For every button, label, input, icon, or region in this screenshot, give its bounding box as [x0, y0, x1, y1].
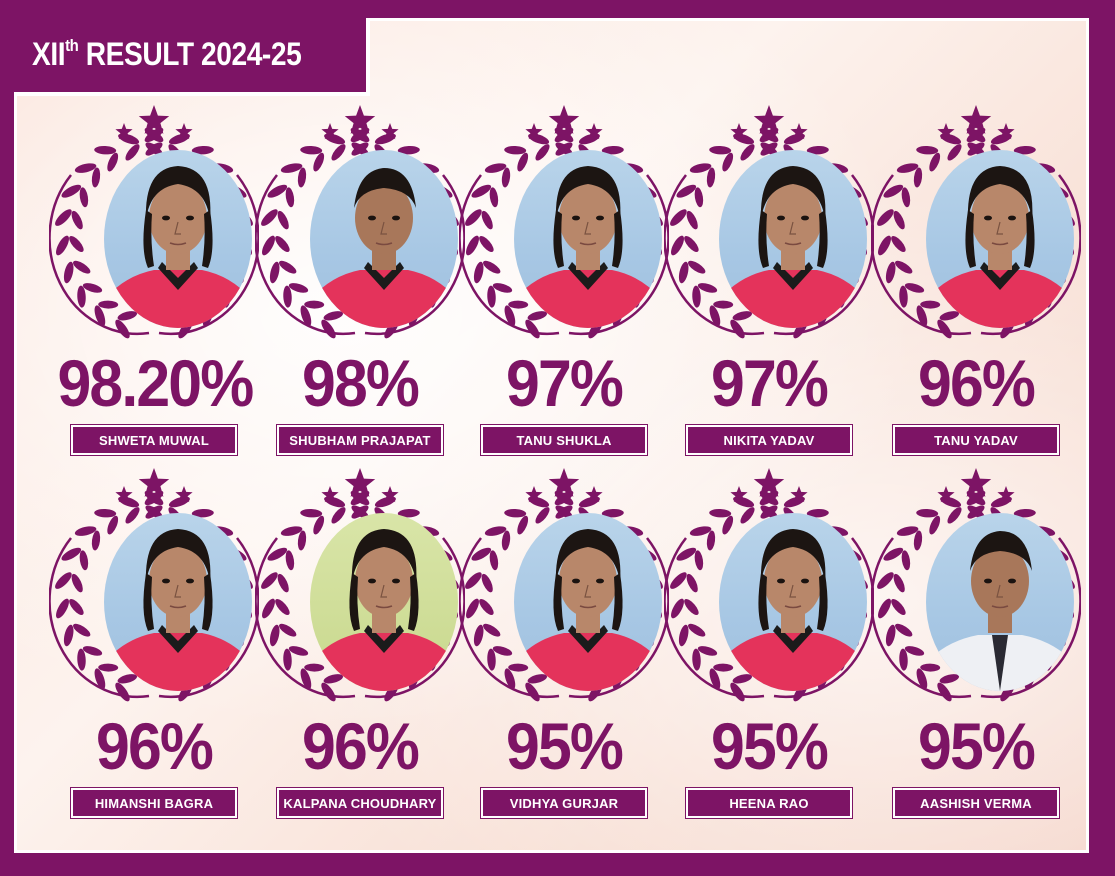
- percentage-value: 97%: [710, 346, 829, 420]
- student-name: HIMANSHI BAGRA: [94, 795, 214, 811]
- page-title: XIIth RESULT 2024-25: [32, 36, 302, 72]
- student-name-bar: VIDHYA GURJAR: [480, 787, 648, 819]
- student-name-bar: TANU SHUKLA: [480, 424, 648, 456]
- student-percentage: 95%: [459, 713, 669, 779]
- student-percentage: 96%: [255, 713, 465, 779]
- percentage-value: 97%: [505, 346, 624, 420]
- student-percentage: 98.20%: [49, 350, 259, 416]
- student-percentage: 96%: [49, 713, 259, 779]
- student-percentage: 97%: [664, 350, 874, 416]
- student-card: 97% TANU SHUKLA: [458, 105, 670, 456]
- student-name-bar: SHWETA MUWAL: [70, 424, 238, 456]
- student-percentage: 96%: [871, 350, 1081, 416]
- student-name-bar: TANU YADAV: [892, 424, 1060, 456]
- student-name: SHUBHAM PRAJAPAT: [289, 432, 431, 448]
- student-card: 97% NIKITA YADAV: [663, 105, 875, 456]
- student-percentage: 98%: [255, 350, 465, 416]
- student-name-bar: KALPANA CHOUDHARY: [276, 787, 444, 819]
- student-name-bar: HEENA RAO: [685, 787, 853, 819]
- student-name: TANU YADAV: [934, 432, 1018, 448]
- student-photo: [719, 150, 867, 328]
- student-photo: [719, 513, 867, 691]
- student-card: 95% VIDHYA GURJAR: [458, 468, 670, 819]
- student-name-bar: AASHISH VERMA: [892, 787, 1060, 819]
- student-name: KALPANA CHOUDHARY: [283, 795, 437, 811]
- student-name: HEENA RAO: [729, 795, 809, 811]
- student-card: 96% KALPANA CHOUDHARY: [254, 468, 466, 819]
- student-card: 98.20% SHWETA MUWAL: [48, 105, 260, 456]
- title-banner: XIIth RESULT 2024-25: [14, 18, 370, 96]
- student-name-bar: HIMANSHI BAGRA: [70, 787, 238, 819]
- student-card: 95% HEENA RAO: [663, 468, 875, 819]
- percentage-value: 96%: [917, 346, 1036, 420]
- student-card: 95% AASHISH VERMA: [870, 468, 1082, 819]
- student-photo: [926, 513, 1074, 691]
- student-card: 98% SHUBHAM PRAJAPAT: [254, 105, 466, 456]
- percentage-value: 95%: [505, 709, 624, 783]
- student-card: 96% HIMANSHI BAGRA: [48, 468, 260, 819]
- student-name: SHWETA MUWAL: [99, 432, 209, 448]
- student-name: TANU SHUKLA: [516, 432, 612, 448]
- student-photo: [514, 150, 662, 328]
- student-photo: [104, 513, 252, 691]
- percentage-value: 96%: [301, 709, 420, 783]
- student-photo: [104, 150, 252, 328]
- student-name: AASHISH VERMA: [920, 795, 1032, 811]
- student-card: 96% TANU YADAV: [870, 105, 1082, 456]
- student-percentage: 97%: [459, 350, 669, 416]
- student-name: VIDHYA GURJAR: [509, 795, 619, 811]
- student-photo: [926, 150, 1074, 328]
- percentage-value: 95%: [710, 709, 829, 783]
- student-name-bar: SHUBHAM PRAJAPAT: [276, 424, 444, 456]
- student-percentage: 95%: [871, 713, 1081, 779]
- student-name-bar: NIKITA YADAV: [685, 424, 853, 456]
- student-photo: [310, 513, 458, 691]
- student-name: NIKITA YADAV: [723, 432, 815, 448]
- percentage-value: 95%: [917, 709, 1036, 783]
- percentage-value: 98%: [301, 346, 420, 420]
- student-photo: [310, 150, 458, 328]
- student-percentage: 95%: [664, 713, 874, 779]
- percentage-value: 98.20%: [57, 346, 254, 420]
- percentage-value: 96%: [95, 709, 214, 783]
- student-photo: [514, 513, 662, 691]
